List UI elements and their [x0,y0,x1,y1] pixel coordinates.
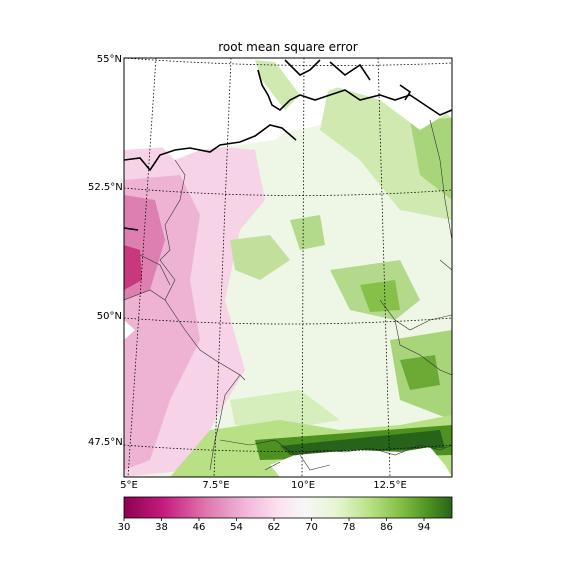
colorbar-tick-label: 30 [117,522,131,533]
colorbar-tick-label: 94 [417,522,431,533]
rmse-field [124,58,452,477]
colorbar-ticks [123,518,425,521]
map-frame [123,57,453,478]
map-title: root mean square error [218,40,358,54]
colorbar-tick-label: 70 [305,522,318,533]
colorbar [123,496,453,519]
coastlines [124,59,452,231]
country-borders [124,119,452,471]
lon-label-10: 10°E [290,480,316,491]
colorbar-tick-label: 54 [230,522,243,533]
lon-label-5: 5°E [120,480,138,491]
colorbar-tick-label: 86 [380,522,393,533]
colorbar-tick-label: 62 [267,522,281,533]
lat-label-52-5: 52.5°N [88,182,123,193]
colorbar-tick-label: 38 [155,522,168,533]
lon-label-7-5: 7.5°E [202,480,230,491]
lon-label-12-5: 12.5°E [373,480,407,491]
graticule [124,58,452,477]
lat-label-47-5: 47.5°N [88,437,123,448]
colorbar-tick-label: 46 [192,522,206,533]
lat-label-55: 55°N [96,54,122,65]
colorbar-tick-label: 78 [342,522,356,533]
lat-label-50: 50°N [96,311,122,322]
